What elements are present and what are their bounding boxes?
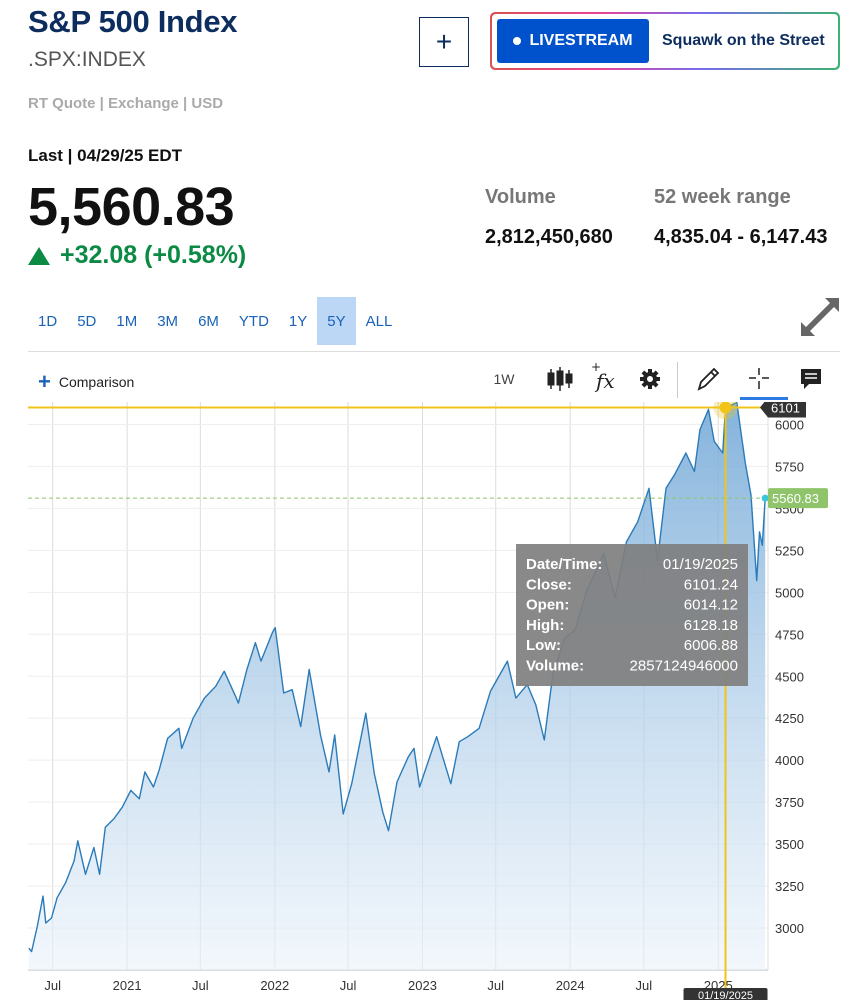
comparison-label: Comparison xyxy=(58,374,135,390)
crosshair-dot xyxy=(719,402,732,414)
range-tab-6m[interactable]: 6M xyxy=(198,312,219,330)
quote-meta: RT Quote | Exchange | USD xyxy=(28,95,224,112)
tooltip-value: 2857124946000 xyxy=(630,658,738,675)
x-tick-label: Jul xyxy=(340,978,357,993)
x-tick-label: Jul xyxy=(635,978,652,993)
y-tick-label: 6000 xyxy=(775,417,804,432)
page-title: S&P 500 Index xyxy=(28,4,238,39)
tooltip-label: Volume: xyxy=(526,658,584,675)
crosshair-active-indicator xyxy=(740,397,788,400)
svg-text:+: + xyxy=(591,362,601,374)
price-change: +32.08 (+0.58%) xyxy=(28,241,246,270)
candlestick-icon[interactable] xyxy=(546,362,574,396)
tooltip-value: 6014.12 xyxy=(684,597,738,614)
x-tick-label: 2023 xyxy=(408,978,437,993)
series-area xyxy=(28,402,766,971)
tooltip-value: 6006.88 xyxy=(684,637,738,654)
price-change-value: +32.08 (+0.58%) xyxy=(60,241,247,269)
tooltip-label: Date/Time: xyxy=(526,556,602,573)
divider xyxy=(28,351,840,352)
range-tab-1m[interactable]: 1M xyxy=(116,312,138,330)
52-week-range-value: 4,835.04 - 6,147.43 xyxy=(654,226,828,248)
y-tick-label: 5000 xyxy=(775,585,804,600)
volume-label: Volume xyxy=(485,186,556,208)
volume-value: 2,812,450,680 xyxy=(485,226,613,248)
tooltip-value: 6128.18 xyxy=(684,617,738,634)
range-tab-all[interactable]: ALL xyxy=(365,312,393,330)
x-tick-label: Jul xyxy=(487,978,504,993)
range-tab-5y[interactable]: 5Y xyxy=(317,297,356,345)
livestream-label: LIVESTREAM xyxy=(529,32,633,49)
y-tick-label: 5250 xyxy=(775,543,804,558)
crosshair-value-badge xyxy=(760,402,806,418)
last-price: 5,560.83 xyxy=(28,177,235,237)
add-to-watchlist-button[interactable]: + xyxy=(419,17,469,67)
series-line xyxy=(28,402,766,953)
crosshair-icon[interactable] xyxy=(746,362,772,396)
last-price-badge-label: 5560.83 xyxy=(772,491,819,506)
svg-text:fx: fx xyxy=(594,369,615,393)
livestream-banner[interactable]: LIVESTREAM Squawk on the Street xyxy=(490,12,840,70)
y-tick-label: 3500 xyxy=(775,837,804,852)
indicators-fx-icon[interactable]: + fx xyxy=(590,362,618,396)
x-tick-label: Jul xyxy=(192,978,209,993)
x-tick-label: 2024 xyxy=(556,978,585,993)
tooltip-value: 01/19/2025 xyxy=(663,556,738,573)
data-tooltip xyxy=(516,544,748,686)
range-tab-1d[interactable]: 1D xyxy=(38,312,58,330)
range-tab-5d[interactable]: 5D xyxy=(77,312,97,330)
comparison-button[interactable]: + Comparison xyxy=(38,371,134,393)
y-tick-label: 4250 xyxy=(775,711,804,726)
crosshair-value-label: 6101 xyxy=(771,402,800,415)
y-tick-label: 3250 xyxy=(775,879,804,894)
tooltip-label: Close: xyxy=(526,576,572,593)
range-tab-1y[interactable]: 1Y xyxy=(288,312,308,330)
tooltip-label: High: xyxy=(526,617,564,634)
x-tick-label: Jul xyxy=(44,978,61,993)
y-tick-label: 5750 xyxy=(775,459,804,474)
plus-icon: + xyxy=(38,369,51,394)
52-week-range-label: 52 week range xyxy=(654,186,791,208)
price-chart[interactable]: Jul 2021 Jul 2022 Jul 2023 Jul 2024 Jul 202530003… xyxy=(0,402,855,1000)
crosshair-date-label: 01/19/2025 xyxy=(698,990,753,1000)
settings-gear-icon[interactable] xyxy=(638,362,662,396)
up-arrow-icon xyxy=(28,246,50,265)
last-price-badge xyxy=(768,488,828,509)
livestream-button[interactable]: LIVESTREAM xyxy=(497,19,649,63)
y-tick-label: 3000 xyxy=(775,921,804,936)
y-tick-label: 4500 xyxy=(775,669,804,684)
last-price-dot xyxy=(761,494,769,502)
toolbar-divider xyxy=(677,362,678,398)
range-tab-ytd[interactable]: YTD xyxy=(238,312,269,330)
time-range-tabs: 1D 5D 1M 3M 6M YTD 1Y 5Y ALL xyxy=(28,297,402,345)
x-tick-label: 2022 xyxy=(260,978,289,993)
range-tab-3m[interactable]: 3M xyxy=(157,312,179,330)
tooltip-label: Low: xyxy=(526,637,561,654)
draw-pencil-icon[interactable] xyxy=(694,362,720,396)
tooltip-value: 6101.24 xyxy=(684,576,738,593)
ticker-symbol: .SPX:INDEX xyxy=(28,48,146,71)
crosshair-date-badge xyxy=(683,988,768,1000)
expand-chart-icon[interactable] xyxy=(799,296,841,338)
y-tick-label: 4000 xyxy=(775,753,804,768)
show-name-link[interactable]: Squawk on the Street xyxy=(662,32,825,49)
annotation-comment-icon[interactable] xyxy=(798,362,824,396)
live-dot-icon xyxy=(513,37,522,45)
x-tick-label: 2021 xyxy=(113,978,142,993)
y-tick-label: 4750 xyxy=(775,627,804,642)
last-trade-label: Last | 04/29/25 EDT xyxy=(28,146,183,165)
interval-selector[interactable]: 1W xyxy=(493,371,515,387)
y-tick-label: 3750 xyxy=(775,795,804,810)
tooltip-label: Open: xyxy=(526,597,569,614)
